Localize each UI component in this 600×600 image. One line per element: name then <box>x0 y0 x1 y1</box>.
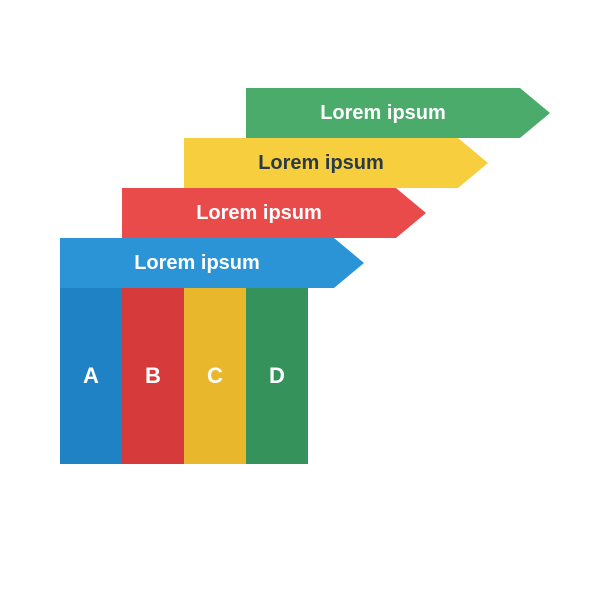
arrow-body: Lorem ipsum <box>184 138 458 188</box>
arrow-stack: Lorem ipsumLorem ipsumLorem ipsumLorem i… <box>60 88 540 288</box>
column: D <box>246 288 308 464</box>
arrow-row: Lorem ipsum <box>246 88 550 138</box>
arrow-body: Lorem ipsum <box>122 188 396 238</box>
arrow-tip-icon <box>334 238 364 288</box>
arrow-tip-icon <box>396 188 426 238</box>
arrow-row: Lorem ipsum <box>60 238 364 288</box>
infographic-stage: Lorem ipsumLorem ipsumLorem ipsumLorem i… <box>60 88 540 464</box>
arrow-row: Lorem ipsum <box>122 188 426 238</box>
column: A <box>60 288 122 464</box>
arrow-body: Lorem ipsum <box>246 88 520 138</box>
arrow-body: Lorem ipsum <box>60 238 334 288</box>
column: B <box>122 288 184 464</box>
arrow-row: Lorem ipsum <box>184 138 488 188</box>
column: C <box>184 288 246 464</box>
column-row: ABCD <box>60 288 308 464</box>
arrow-tip-icon <box>520 88 550 138</box>
arrow-tip-icon <box>458 138 488 188</box>
